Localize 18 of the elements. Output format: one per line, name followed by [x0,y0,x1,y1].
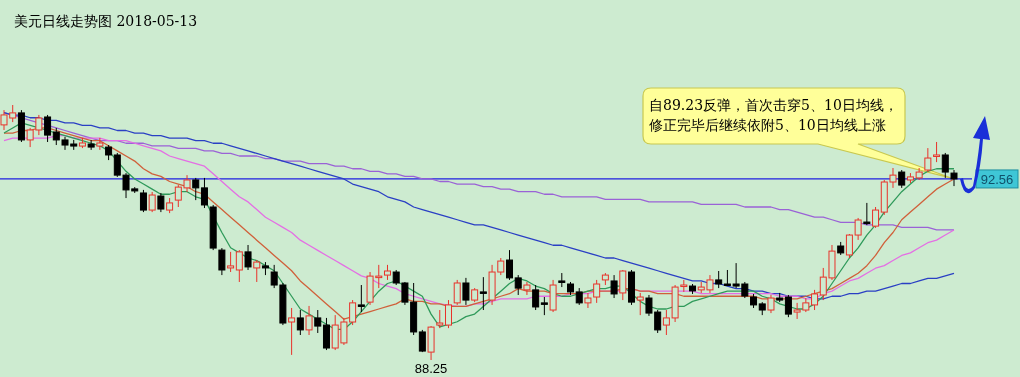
candlestick [479,276,487,311]
candlestick [157,192,165,213]
candlestick [549,279,557,313]
text: 92.56 [980,171,1014,187]
candlestick [305,305,313,336]
candlestick [288,307,296,356]
text: 88.25 [414,361,448,376]
candlestick [523,281,531,296]
candlestick [96,137,104,151]
candlestick [218,247,226,276]
candlestick [244,244,252,271]
candlestick [924,147,932,173]
candlestick [767,294,775,314]
candlestick [462,277,470,306]
chart-title: 美元日线走势图 2018-05-13 [14,13,198,29]
candlestick [610,274,618,299]
annotation: 自89.23反弹，首次击穿5、10日均线， [649,97,898,113]
annotation: 修正完毕后继续依附5、10日均线上涨 [649,117,886,133]
